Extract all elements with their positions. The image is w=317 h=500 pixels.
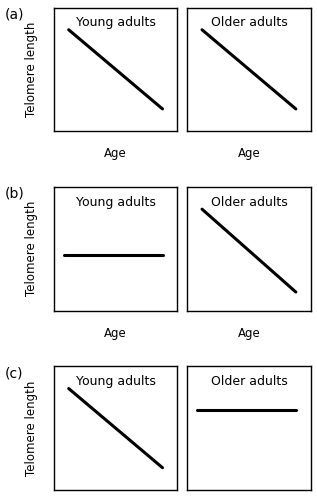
Text: Age: Age <box>237 326 260 340</box>
Text: Telomere length: Telomere length <box>25 22 38 117</box>
Text: Telomere length: Telomere length <box>25 201 38 296</box>
Text: Older adults: Older adults <box>210 375 287 388</box>
Text: Telomere length: Telomere length <box>25 380 38 476</box>
Text: Older adults: Older adults <box>210 16 287 29</box>
Text: Young adults: Young adults <box>76 16 156 29</box>
Text: Age: Age <box>237 148 260 160</box>
Text: (b): (b) <box>5 187 24 201</box>
Text: Young adults: Young adults <box>76 375 156 388</box>
Text: Age: Age <box>104 326 127 340</box>
Text: Age: Age <box>104 148 127 160</box>
Text: Young adults: Young adults <box>76 196 156 208</box>
Text: Older adults: Older adults <box>210 196 287 208</box>
Text: (c): (c) <box>5 366 23 380</box>
Text: (a): (a) <box>5 8 24 22</box>
